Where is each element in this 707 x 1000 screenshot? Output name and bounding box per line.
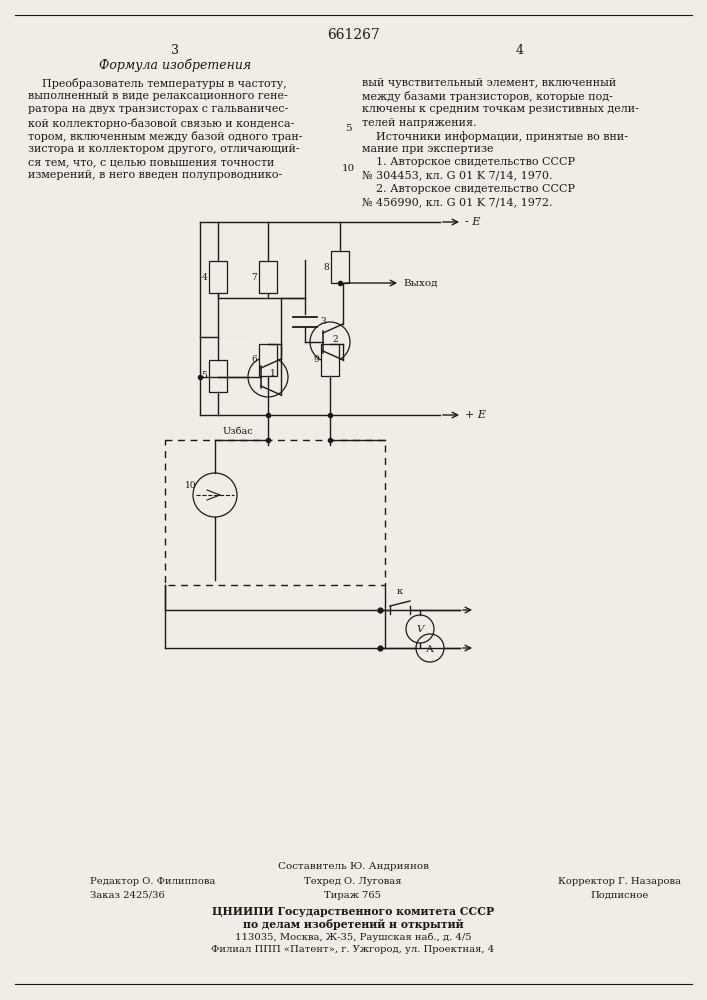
Text: Корректор Г. Назарова: Корректор Г. Назарова xyxy=(559,877,682,886)
Bar xyxy=(321,344,339,376)
Text: 8: 8 xyxy=(323,262,329,271)
Text: - Е: - Е xyxy=(465,217,480,227)
Text: измерений, в него введен полупроводнико-: измерений, в него введен полупроводнико- xyxy=(28,170,282,180)
Text: 3: 3 xyxy=(320,318,326,326)
Bar xyxy=(259,261,277,293)
Text: 6: 6 xyxy=(251,356,257,364)
Text: тором, включенным между базой одного тран-: тором, включенным между базой одного тра… xyxy=(28,131,303,142)
Text: Источники информации, принятые во вни-: Источники информации, принятые во вни- xyxy=(362,131,628,142)
Text: ключены к средним точкам резистивных дели-: ключены к средним точкам резистивных дел… xyxy=(362,104,639,114)
Text: вый чувствительный элемент, включенный: вый чувствительный элемент, включенный xyxy=(362,78,617,88)
Text: 4: 4 xyxy=(516,44,524,57)
Text: 1. Авторское свидетельство СССР: 1. Авторское свидетельство СССР xyxy=(362,157,575,167)
Text: № 304453, кл. G 01 K 7/14, 1970.: № 304453, кл. G 01 K 7/14, 1970. xyxy=(362,170,552,180)
Text: № 456990, кл. G 01 K 7/14, 1972.: № 456990, кл. G 01 K 7/14, 1972. xyxy=(362,197,552,207)
Text: 4: 4 xyxy=(201,272,207,282)
Text: телей напряжения.: телей напряжения. xyxy=(362,118,477,128)
Text: выполненный в виде релаксационного гене-: выполненный в виде релаксационного гене- xyxy=(28,91,288,101)
Text: 10: 10 xyxy=(185,481,197,489)
Text: Составитель Ю. Андриянов: Составитель Ю. Андриянов xyxy=(278,862,428,871)
Text: Формула изобретения: Формула изобретения xyxy=(99,58,251,72)
Text: мание при экспертизе: мание при экспертизе xyxy=(362,144,493,154)
Text: Заказ 2425/36: Заказ 2425/36 xyxy=(90,891,165,900)
Text: 9: 9 xyxy=(313,356,319,364)
Bar xyxy=(259,344,277,376)
Text: Подписное: Подписное xyxy=(591,891,649,900)
Bar xyxy=(331,251,349,283)
Text: 661267: 661267 xyxy=(327,28,380,42)
Text: ЦНИИПИ Государственного комитета СССР: ЦНИИПИ Государственного комитета СССР xyxy=(212,906,494,917)
Text: ратора на двух транзисторах с гальваничес-: ратора на двух транзисторах с гальваниче… xyxy=(28,104,288,114)
Text: Выход: Выход xyxy=(403,278,438,288)
Text: А: А xyxy=(426,645,434,654)
Text: Uзбас: Uзбас xyxy=(223,427,254,436)
Text: Техред О. Луговая: Техред О. Луговая xyxy=(304,877,402,886)
Text: к: к xyxy=(397,587,403,596)
Bar xyxy=(209,360,227,392)
Text: Тираж 765: Тираж 765 xyxy=(325,891,382,900)
Text: Преобразователь температуры в частоту,: Преобразователь температуры в частоту, xyxy=(28,78,287,89)
Text: кой коллекторно-базовой связью и конденса-: кой коллекторно-базовой связью и конденс… xyxy=(28,118,294,129)
Text: 2. Авторское свидетельство СССР: 2. Авторское свидетельство СССР xyxy=(362,184,575,194)
Text: 2: 2 xyxy=(332,334,338,344)
Text: 7: 7 xyxy=(251,272,257,282)
Text: 5: 5 xyxy=(345,124,351,133)
Text: 113035, Москва, Ж-35, Раушская наб., д. 4/5: 113035, Москва, Ж-35, Раушская наб., д. … xyxy=(235,932,472,942)
Text: Редактор О. Филиппова: Редактор О. Филиппова xyxy=(90,877,216,886)
Text: 1: 1 xyxy=(270,369,276,378)
Text: 10: 10 xyxy=(341,164,355,173)
Bar xyxy=(165,440,385,585)
Text: Филиал ППП «Патент», г. Ужгород, ул. Проектная, 4: Филиал ППП «Патент», г. Ужгород, ул. Про… xyxy=(211,945,495,954)
Text: V: V xyxy=(416,626,423,635)
Bar xyxy=(209,261,227,293)
Text: 3: 3 xyxy=(171,44,179,57)
Text: + Е: + Е xyxy=(465,410,486,420)
Text: между базами транзисторов, которые под-: между базами транзисторов, которые под- xyxy=(362,91,613,102)
Text: 5: 5 xyxy=(201,371,207,380)
Text: ся тем, что, с целью повышения точности: ся тем, что, с целью повышения точности xyxy=(28,157,274,167)
Text: зистора и коллектором другого, отличающий-: зистора и коллектором другого, отличающи… xyxy=(28,144,300,154)
Text: по делам изобретений и открытий: по делам изобретений и открытий xyxy=(243,919,463,930)
